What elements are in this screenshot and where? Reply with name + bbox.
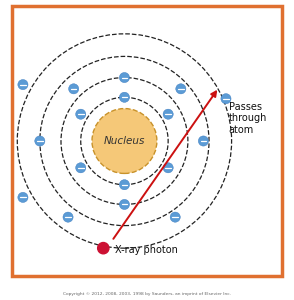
Text: X-ray photon: X-ray photon [115, 244, 178, 255]
Circle shape [170, 212, 180, 222]
Circle shape [18, 192, 28, 203]
Circle shape [119, 200, 130, 209]
Circle shape [92, 109, 157, 173]
Circle shape [69, 84, 79, 94]
Circle shape [163, 109, 173, 119]
Circle shape [119, 180, 130, 190]
Circle shape [76, 109, 86, 119]
Circle shape [119, 73, 130, 82]
Text: Nucleus: Nucleus [104, 136, 145, 146]
Circle shape [176, 84, 186, 94]
Circle shape [119, 92, 130, 102]
Circle shape [18, 80, 28, 90]
Circle shape [35, 136, 45, 146]
Circle shape [198, 136, 208, 146]
Circle shape [63, 212, 73, 222]
Circle shape [76, 163, 86, 173]
Text: Copyright © 2012, 2008, 2003, 1998 by Saunders, an imprint of Elsevier Inc.: Copyright © 2012, 2008, 2003, 1998 by Sa… [63, 292, 231, 296]
Text: Passes
through
atom: Passes through atom [229, 102, 267, 135]
Circle shape [221, 94, 231, 104]
Circle shape [98, 242, 109, 254]
Circle shape [163, 163, 173, 173]
